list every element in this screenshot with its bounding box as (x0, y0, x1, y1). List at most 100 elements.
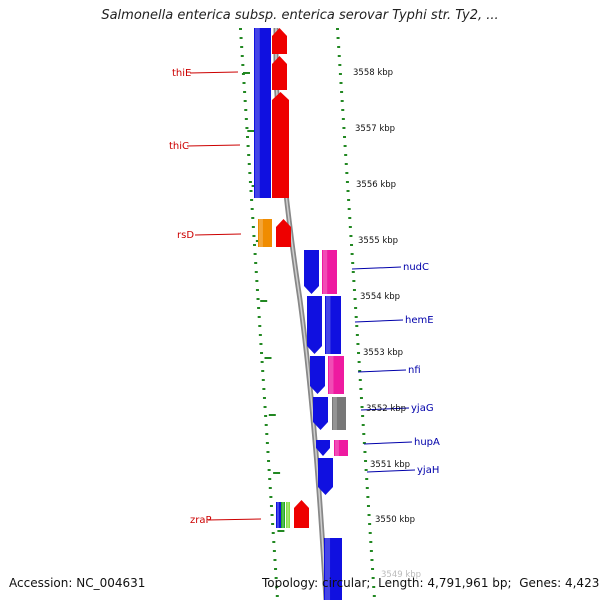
gene-blue-thi (254, 28, 271, 198)
tick-dot-left (243, 100, 247, 102)
tick-dot-right (350, 244, 354, 246)
tick-dot-left (250, 208, 254, 210)
tick-dot-left (255, 289, 259, 291)
length-label: Length: (378, 576, 424, 590)
scale-label: 3550 kbp (375, 515, 415, 525)
tick-dot-left (265, 433, 269, 435)
tick-dot-right (345, 172, 349, 174)
tick-dot-left (272, 550, 276, 552)
tick-dot-left (262, 397, 266, 399)
tick-dot-right (360, 406, 364, 408)
scale-label: 3554 kbp (360, 292, 400, 302)
genes-label: Genes: (519, 576, 562, 590)
accession-label: Accession: (9, 576, 73, 590)
tick-dot-left (258, 334, 262, 336)
leader-line-zraP (207, 518, 262, 521)
leader-line-yjaH (366, 469, 416, 473)
tick-dot-right (368, 523, 372, 525)
tick-dot-right (351, 262, 355, 264)
tick-dot-right (336, 37, 340, 39)
gene-blue-hemE2 (325, 296, 341, 354)
tick-dot-left (247, 163, 251, 165)
tick-dot-left (253, 244, 257, 246)
tick-dot-left (245, 127, 249, 129)
tick-dot-left (264, 415, 268, 417)
gene-blue-bottom-shade (325, 538, 331, 600)
tick-dot-left (270, 514, 274, 516)
tick-dot-left (264, 424, 268, 426)
scale-label: 3553 kbp (363, 348, 403, 358)
tick-dot-left (249, 190, 253, 192)
scale-label: 3551 kbp (370, 460, 410, 470)
tick-dot-left (260, 352, 264, 354)
tick-dot-left (239, 37, 243, 39)
tick-dot-right (369, 550, 373, 552)
tick-dot-right (339, 82, 343, 84)
tick-dot-right (363, 451, 367, 453)
gene-zraP-white (290, 502, 293, 528)
gene-blue-nfi (310, 356, 325, 394)
tick-dot-left (257, 307, 261, 309)
tick-dot-right (365, 478, 369, 480)
tick-dot-left (272, 541, 276, 543)
gene-zraP-green (281, 502, 285, 528)
scale-label: 3558 kbp (353, 68, 393, 78)
tick-dot-right (362, 442, 366, 444)
tick-dot-left (248, 181, 252, 183)
tick-dot-right (358, 370, 362, 372)
tick-major-left (268, 414, 276, 416)
tick-dot-left (257, 316, 261, 318)
tick-dot-right (352, 289, 356, 291)
tick-dot-left (274, 577, 278, 579)
gene-magenta-nfi (328, 356, 344, 394)
gene-blue-bottom (324, 538, 342, 600)
tick-dot-left (260, 361, 264, 363)
tick-dot-right (343, 136, 347, 138)
tick-dot-right (371, 577, 375, 579)
tick-dot-left (267, 460, 271, 462)
accession-info: Accession: NC_004631 (9, 576, 145, 590)
tick-dot-left (239, 28, 242, 30)
tick-dot-left (261, 370, 265, 372)
tick-dot-right (364, 469, 368, 471)
tick-dot-right (362, 433, 366, 435)
gene-blue-yjaG (313, 397, 328, 430)
tick-dot-left (252, 235, 256, 237)
tick-dot-right (354, 316, 358, 318)
tick-dot-left (268, 487, 272, 489)
tick-major-left (243, 72, 250, 74)
tick-dot-right (355, 325, 359, 327)
tick-dot-left (259, 343, 263, 345)
leader-line-yjaG (360, 407, 410, 411)
gene-magenta-hupA-shade (335, 440, 339, 456)
tick-dot-right (353, 298, 357, 300)
gene-labels: thiE thiC rsD zraP nudC hemE nfi yjaG hupA yjaH (169, 68, 440, 526)
scale-label: 3557 kbp (355, 124, 395, 134)
scale-label: 3549 kbp (381, 570, 421, 580)
tick-dot-right (355, 334, 359, 336)
tick-dot-right (366, 496, 370, 498)
scale-label: 3556 kbp (356, 180, 396, 190)
tick-dot-right (372, 595, 376, 597)
tick-dot-right (348, 226, 352, 228)
leader-line-hupA (363, 441, 413, 445)
gene-features (254, 28, 348, 600)
gene-label-rsD: rsD (177, 230, 194, 241)
tick-dot-right (337, 55, 341, 57)
tick-dot-right (354, 307, 358, 309)
gene-red-thiC (272, 92, 289, 198)
gene-magenta-nfi-shade (329, 356, 334, 394)
gene-label-thiC: thiC (169, 141, 189, 152)
tick-dot-left (248, 172, 252, 174)
tick-major-left (277, 530, 285, 532)
tick-dot-right (361, 415, 365, 417)
gene-zraP-white-shade (291, 502, 293, 528)
gene-red-1 (272, 28, 287, 54)
gene-label-nfi: nfi (408, 365, 421, 376)
tick-marks (239, 28, 376, 597)
gene-label-yjaH: yjaH (417, 465, 439, 476)
tick-dot-right (370, 559, 374, 561)
gene-label-thiE: thiE (172, 68, 191, 79)
accession-value: NC_004631 (76, 576, 146, 590)
